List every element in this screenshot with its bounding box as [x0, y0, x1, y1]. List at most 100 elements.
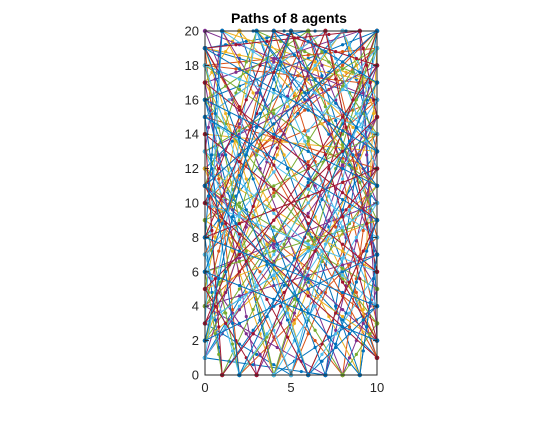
series-4-step-point: [306, 211, 310, 215]
series-4-step-point: [244, 332, 248, 336]
series-6-step-point: [285, 98, 290, 102]
y-tick-label: 4: [192, 299, 199, 314]
series-1-step-point: [265, 36, 269, 40]
series-5-step-point: [303, 50, 307, 54]
series-8-step-point: [361, 318, 365, 322]
series-7-step-point: [327, 167, 331, 171]
series-3-step-point: [344, 70, 348, 74]
series-7-step-point: [361, 249, 365, 253]
series-3-step-point: [306, 142, 310, 147]
series-5-step-point: [341, 160, 345, 164]
series-7-step-point: [217, 325, 221, 329]
series-2-step-point: [306, 53, 310, 57]
series-7-step-point: [365, 63, 369, 67]
y-tick-label: 18: [185, 58, 199, 73]
series-6-step-point: [306, 242, 310, 246]
series-4-step-point: [237, 122, 241, 126]
series-5-step-point: [368, 332, 372, 336]
series-8-step-point: [341, 270, 345, 274]
series-8-step-point: [258, 91, 262, 95]
series-2-step-point: [327, 118, 331, 123]
series-5-step-point: [217, 352, 221, 356]
series-7-step-point: [217, 167, 221, 171]
y-tick-label: 20: [185, 24, 199, 39]
series-8-step-point: [217, 277, 221, 281]
series-6-step-point: [210, 204, 214, 209]
series-6-step-point: [237, 297, 241, 301]
series-4-step-point: [272, 60, 276, 64]
series-3-step-point: [313, 67, 317, 71]
series-5-step-point: [341, 67, 345, 71]
series-8-step-point: [265, 263, 269, 267]
series-5-step-point: [306, 239, 310, 243]
series-4-step-point: [320, 63, 324, 67]
series-1-step-point: [341, 208, 345, 212]
y-tick-label: 14: [185, 127, 199, 142]
series-1-step-point: [258, 318, 262, 322]
series-5-step-point: [272, 184, 276, 188]
series-7-step-point: [341, 242, 345, 246]
series-7-step-point: [306, 167, 310, 171]
series-7-step-point: [272, 218, 276, 222]
series-5-step-point: [306, 136, 310, 140]
series-6-step-point: [341, 256, 345, 260]
series-8-step-point: [224, 153, 228, 157]
series-8-step-point: [299, 308, 303, 312]
series-6-step-point: [272, 211, 276, 215]
series-6-step-point: [265, 249, 269, 253]
series-6-step-point: [306, 187, 310, 191]
series-8-step-point: [237, 283, 241, 288]
series-7-step-point: [237, 270, 241, 274]
series-7-step-point: [354, 56, 358, 61]
series-3-step-point: [275, 153, 279, 157]
series-4-step-point: [306, 273, 310, 277]
series-4-step-point: [327, 218, 331, 222]
series-5-step-point: [320, 50, 324, 54]
series-7-step-point: [251, 332, 255, 336]
series-3-step-point: [341, 249, 345, 253]
y-tick-label: 0: [192, 368, 199, 383]
series-5-step-point: [313, 328, 317, 332]
series-1-step-point: [306, 180, 310, 184]
series-5-step-point: [237, 287, 241, 291]
series-7-step-point: [365, 222, 369, 226]
series-2-step-point: [272, 239, 276, 243]
series-5-step-point: [306, 246, 310, 250]
series-8-step-point: [327, 335, 331, 339]
series-6-step-point: [347, 208, 352, 212]
series-3-step-point: [224, 50, 228, 54]
y-tick-label: 10: [185, 196, 199, 211]
series-7-step-point: [234, 43, 238, 47]
series-7-step-point: [368, 81, 372, 85]
series-1-step-point: [255, 352, 259, 356]
series-6-step-point: [285, 311, 290, 315]
series-8-step-point: [303, 91, 307, 95]
series-7-step-point: [341, 280, 345, 284]
series-4-step-point: [255, 91, 259, 95]
series-5-step-point: [272, 225, 276, 229]
series-8-step-point: [306, 108, 310, 112]
series-1-step-point: [213, 318, 217, 322]
series-7-step-point: [279, 304, 283, 308]
series-4-step-point: [272, 56, 276, 61]
series-8-step-point: [306, 277, 310, 281]
series-7-step-point: [351, 98, 355, 102]
series-6-step-point: [237, 211, 241, 215]
series-4-step-point: [341, 263, 345, 267]
series-4-step-point: [292, 311, 297, 315]
series-8-step-point: [320, 197, 324, 202]
series-8-step-point: [341, 60, 345, 64]
series-4-step-point: [234, 70, 238, 74]
series-7-step-point: [313, 249, 317, 253]
series-1-step-point: [251, 328, 255, 332]
series-1-step-point: [341, 43, 345, 47]
series-5-step-point: [351, 70, 355, 74]
series-7-step-point: [334, 77, 338, 81]
series-7-step-point: [251, 204, 255, 209]
series-7-step-point: [265, 39, 269, 43]
series-8-step-point: [368, 301, 372, 305]
series-3-step-point: [351, 125, 355, 129]
series-6-step-point: [251, 50, 255, 54]
series-7-step-point: [296, 36, 300, 40]
